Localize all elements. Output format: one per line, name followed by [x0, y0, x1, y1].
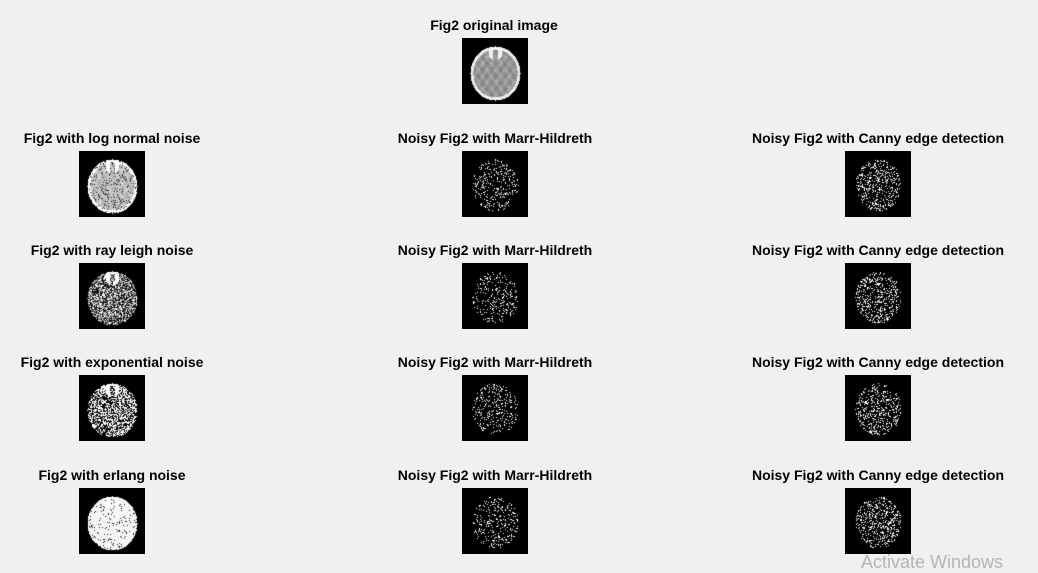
panel-title: Noisy Fig2 with Canny edge detection [751, 242, 1005, 258]
edge-image-canny [845, 151, 911, 217]
panel-title: Noisy Fig2 with Marr-Hildreth [397, 467, 593, 483]
panel-title: Noisy Fig2 with Canny edge detection [751, 467, 1005, 483]
panel-title: Fig2 with log normal noise [23, 130, 201, 146]
brain-image-erlang-noise [79, 488, 145, 554]
edge-image-marr-hildreth [462, 263, 528, 329]
panel-title: Noisy Fig2 with Canny edge detection [751, 354, 1005, 370]
brain-image-rayleigh-noise [79, 263, 145, 329]
edge-image-marr-hildreth [462, 488, 528, 554]
brain-image-lognormal-noise [79, 151, 145, 217]
edge-image-marr-hildreth [462, 151, 528, 217]
brain-image-exponential-noise [79, 375, 145, 441]
edge-image-canny [845, 263, 911, 329]
panel-title: Noisy Fig2 with Canny edge detection [751, 130, 1005, 146]
edge-image-canny [845, 375, 911, 441]
panel-title: Noisy Fig2 with Marr-Hildreth [397, 242, 593, 258]
panel-title: Fig2 original image [430, 17, 558, 33]
brain-image-original [462, 38, 528, 104]
activate-windows-watermark: Activate Windows [861, 552, 1004, 572]
edge-image-marr-hildreth [462, 375, 528, 441]
panel-title: Noisy Fig2 with Marr-Hildreth [397, 130, 593, 146]
panel-title: Noisy Fig2 with Marr-Hildreth [397, 354, 593, 370]
panel-title: Fig2 with ray leigh noise [30, 242, 194, 258]
panel-title: Fig2 with exponential noise [20, 354, 204, 370]
edge-image-canny [845, 488, 911, 554]
panel-title: Fig2 with erlang noise [38, 467, 186, 483]
